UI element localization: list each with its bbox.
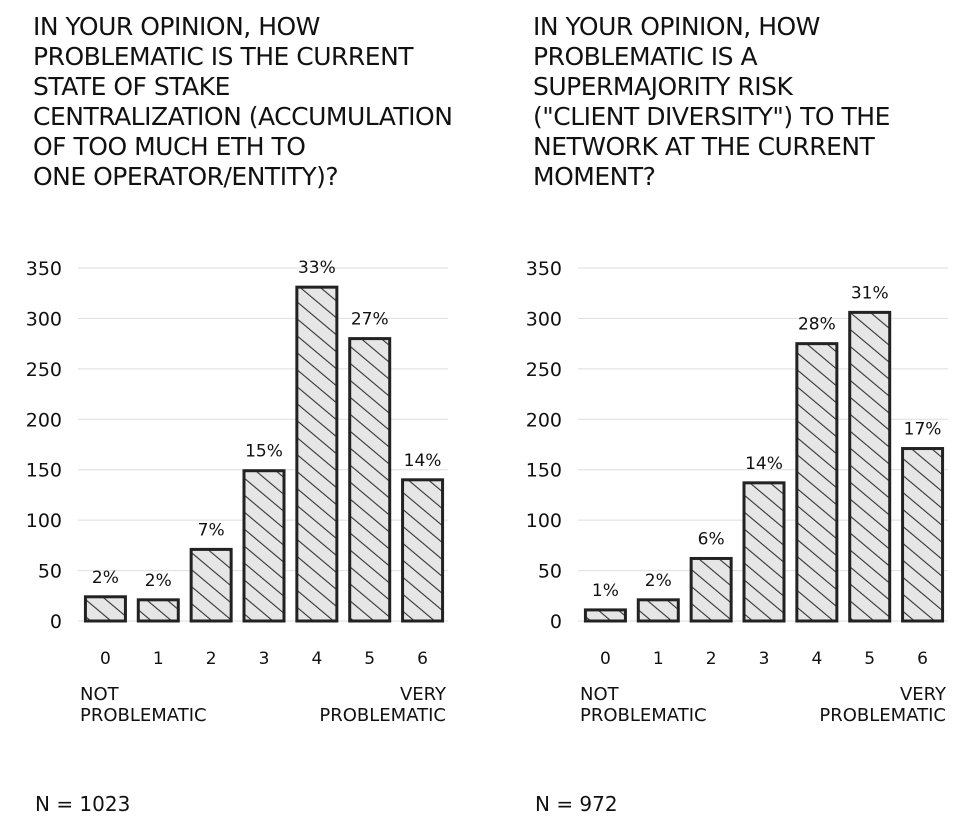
- y-tick-label: 0: [550, 611, 562, 633]
- data-label: 14%: [404, 451, 442, 471]
- x-tick-label: 4: [811, 649, 822, 669]
- bar: [583, 608, 627, 623]
- x-tick-label: 6: [917, 649, 928, 669]
- x-tick-label: 6: [417, 649, 428, 669]
- x-tick-label: 1: [153, 649, 164, 669]
- y-tick-label: 50: [38, 561, 62, 583]
- x-tick-label: 1: [653, 649, 664, 669]
- y-tick-label: 50: [538, 561, 562, 583]
- y-tick-label: 0: [50, 611, 62, 633]
- data-label: 33%: [298, 258, 336, 278]
- y-tick-label: 200: [26, 409, 62, 431]
- x-tick-label: 3: [759, 649, 770, 669]
- chart-panel-client-diversity: IN YOUR OPINION, HOW PROBLEMATIC IS A SU…: [500, 0, 970, 837]
- bar: [795, 342, 839, 623]
- y-tick-label: 250: [526, 359, 562, 381]
- x-tick-label: 3: [259, 649, 270, 669]
- bar: [689, 556, 733, 623]
- data-label: 2%: [145, 571, 172, 591]
- y-tick-label: 350: [26, 258, 62, 280]
- chart-panel-stake-centralization: IN YOUR OPINION, HOW PROBLEMATIC IS THE …: [0, 0, 470, 837]
- y-tick-label: 150: [526, 460, 562, 482]
- x-tick-label: 2: [206, 649, 217, 669]
- sample-size-label: N = 1023: [35, 792, 131, 816]
- bar: [901, 447, 945, 623]
- y-tick-label: 350: [526, 258, 562, 280]
- axis-low-label: NOT PROBLEMATIC: [580, 684, 707, 726]
- y-tick-label: 300: [26, 308, 62, 330]
- bar: [189, 547, 233, 623]
- bar-chart: 0 50 100 150 200 250 300 350 2% 0 2% 1 7% 2 15% 3 33% 4 27…: [26, 258, 448, 669]
- bar: [348, 337, 392, 623]
- axis-low-label: NOT PROBLEMATIC: [80, 684, 207, 726]
- axis-high-label: VERY PROBLEMATIC: [819, 684, 946, 726]
- x-tick-label: 5: [364, 649, 375, 669]
- bar: [242, 469, 286, 623]
- x-tick-label: 5: [864, 649, 875, 669]
- data-label: 14%: [745, 454, 783, 474]
- y-tick-label: 100: [26, 510, 62, 532]
- data-label: 6%: [698, 529, 725, 549]
- chart-title: IN YOUR OPINION, HOW PROBLEMATIC IS A SU…: [533, 12, 890, 191]
- data-label: 2%: [92, 568, 119, 588]
- bar: [636, 598, 680, 623]
- data-label: 15%: [245, 442, 283, 462]
- x-tick-label: 0: [100, 649, 111, 669]
- data-label: 17%: [904, 420, 942, 440]
- data-label: 28%: [798, 315, 836, 335]
- data-label: 31%: [851, 283, 889, 303]
- y-tick-label: 150: [26, 460, 62, 482]
- y-tick-label: 200: [526, 409, 562, 431]
- x-tick-label: 4: [311, 649, 322, 669]
- y-tick-label: 100: [526, 510, 562, 532]
- bar: [295, 285, 339, 623]
- bar-chart: 0 50 100 150 200 250 300 350 1% 0 2% 1 6% 2 14% 3 28% 4 31…: [526, 258, 948, 669]
- bar: [401, 478, 445, 623]
- bar: [83, 595, 127, 623]
- y-tick-label: 250: [26, 359, 62, 381]
- x-tick-label: 0: [600, 649, 611, 669]
- data-label: 1%: [592, 581, 619, 601]
- axis-high-label: VERY PROBLEMATIC: [319, 684, 446, 726]
- bar: [848, 310, 892, 623]
- bar: [742, 481, 786, 623]
- sample-size-label: N = 972: [535, 792, 618, 816]
- y-tick-label: 300: [526, 308, 562, 330]
- chart-title: IN YOUR OPINION, HOW PROBLEMATIC IS THE …: [33, 12, 453, 191]
- data-label: 7%: [198, 520, 225, 540]
- data-label: 27%: [351, 310, 389, 330]
- x-tick-label: 2: [706, 649, 717, 669]
- data-label: 2%: [645, 571, 672, 591]
- bar: [136, 598, 180, 623]
